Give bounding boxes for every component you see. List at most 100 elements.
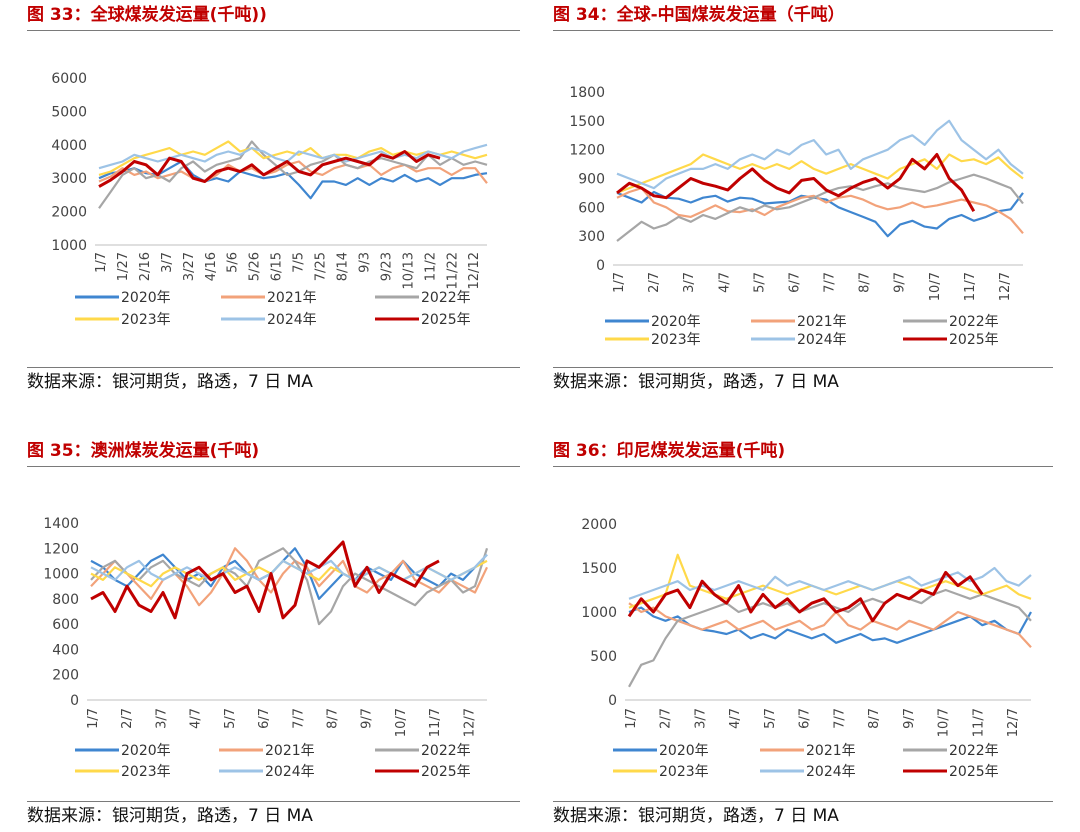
- y-tick-label: 1000: [51, 238, 87, 254]
- y-tick-label: 6000: [51, 71, 87, 87]
- y-tick-label: 1200: [43, 541, 79, 557]
- series-line-2025: [98, 150, 441, 188]
- x-tick-label: 12/7: [1006, 708, 1021, 737]
- panel-fig33: 图 33：全球煤炭发运量(千吨)) 1000 2000 3000 4000 5000 60…: [27, 0, 520, 400]
- x-tick-label: 7/7: [823, 272, 838, 293]
- x-tick-label: 2/7: [120, 708, 135, 729]
- panel-fig34: 图 34：全球-中国煤炭发运量（千吨） 0 300 600 900 1200 1500 18…: [553, 0, 1053, 400]
- legend-label: 2021年: [267, 290, 317, 306]
- x-tick-label: 4/7: [189, 708, 204, 729]
- x-tick-label: 9/7: [360, 708, 375, 729]
- chart-fig34: 0 300 600 900 1200 1500 1800 1/7 2/7 3/7 4/7 5/7 6/7…: [569, 85, 1024, 348]
- series-line-2025: [90, 540, 440, 620]
- x-tick-label: 9/3: [357, 252, 372, 273]
- series-line-2021: [98, 160, 488, 184]
- panel-fig36: 图 36：印尼煤炭发运量(千吨) 0 500 1000 1500 2000 1/7 2/7 3…: [553, 436, 1053, 832]
- y-tick-label: 900: [578, 172, 605, 188]
- x-tick-label: 10/7: [928, 272, 943, 301]
- x-tick-label: 5/7: [223, 708, 238, 729]
- y-tick-label: 0: [70, 693, 79, 709]
- panel-fig35: 图 35：澳洲煤炭发运量(千吨) 0 200 400 600 800 1000 1200 14…: [27, 436, 520, 832]
- x-tick-label: 1/7: [624, 708, 639, 729]
- y-tick-label: 1200: [569, 143, 605, 159]
- x-tick-label: 8/7: [325, 708, 340, 729]
- x-tick-label: 2/16: [138, 252, 153, 281]
- chart-title: 图 33：全球煤炭发运量(千吨)): [27, 0, 520, 31]
- y-tick-label: 4000: [51, 138, 87, 154]
- legend-label: 2023年: [121, 764, 171, 780]
- series-line-2022: [90, 547, 489, 626]
- x-tick-label: 5/7: [752, 272, 767, 293]
- x-tick-label: 1/7: [86, 708, 101, 729]
- chart-title: 图 35：澳洲煤炭发运量(千吨): [27, 436, 520, 467]
- series-line-2021: [90, 547, 488, 607]
- legend-label: 2021年: [806, 743, 856, 759]
- legend-label: 2025年: [421, 312, 471, 328]
- chart-fig36: 0 500 1000 1500 2000 1/7 2/7 3/7 4/7 5/7 6/7 7/7 8/7…: [581, 517, 1032, 780]
- y-tick-label: 0: [608, 693, 617, 709]
- series-line-2022: [616, 173, 1024, 242]
- x-tick-label: 9/23: [379, 252, 394, 281]
- series-line-2024: [628, 566, 1032, 600]
- x-tick-label: 11/2: [423, 252, 438, 281]
- legend-label: 2024年: [797, 332, 847, 348]
- y-tick-label: 1400: [43, 516, 79, 532]
- x-tick-label: 9/7: [893, 272, 908, 293]
- x-tick-label: 3/27: [182, 252, 197, 281]
- y-tick-label: 1500: [581, 561, 617, 577]
- chart-title: 图 36：印尼煤炭发运量(千吨): [553, 436, 1053, 467]
- legend-label: 2023年: [659, 764, 709, 780]
- y-tick-label: 500: [590, 649, 617, 665]
- y-tick-label: 5000: [51, 104, 87, 120]
- y-tick-label: 300: [578, 229, 605, 245]
- y-tick-label: 200: [52, 668, 79, 684]
- x-tick-label: 6/7: [798, 708, 813, 729]
- series-line-2025: [616, 153, 976, 212]
- series-line-2022: [98, 140, 488, 209]
- x-tick-label: 12/7: [462, 708, 477, 737]
- x-tick-label: 3/7: [154, 708, 169, 729]
- legend-label: 2024年: [265, 764, 315, 780]
- x-tick-label: 12/12: [467, 252, 482, 289]
- legend-label: 2020年: [651, 314, 701, 330]
- source-note: 数据来源：银河期货，路透，7 日 MA: [553, 367, 1053, 396]
- series-line-2024: [616, 119, 1024, 190]
- chart-title: 图 34：全球-中国煤炭发运量（千吨）: [553, 0, 1053, 31]
- series-line-2021: [628, 602, 1032, 648]
- x-tick-label: 1/27: [116, 252, 131, 281]
- y-tick-label: 400: [52, 642, 79, 658]
- x-tick-label: 6/7: [257, 708, 272, 729]
- x-tick-label: 4/16: [204, 252, 219, 281]
- x-tick-label: 3/7: [160, 252, 175, 273]
- source-note: 数据来源：银河期货，路透，7 日 MA: [27, 801, 520, 830]
- legend-label: 2025年: [421, 764, 471, 780]
- x-tick-label: 11/7: [971, 708, 986, 737]
- x-tick-label: 10/7: [394, 708, 409, 737]
- series-line-2020: [98, 160, 488, 200]
- legend-label: 2022年: [949, 314, 999, 330]
- x-tick-label: 9/7: [902, 708, 917, 729]
- series-line-2021: [616, 187, 1024, 235]
- x-tick-label: 3/7: [693, 708, 708, 729]
- y-tick-label: 600: [52, 617, 79, 633]
- legend-label: 2024年: [267, 312, 317, 328]
- x-tick-label: 7/7: [291, 708, 306, 729]
- legend-label: 2021年: [265, 743, 315, 759]
- legend-label: 2023年: [651, 332, 701, 348]
- y-tick-label: 1800: [569, 85, 605, 101]
- x-tick-label: 6/15: [270, 252, 285, 281]
- x-tick-label: 1/7: [94, 252, 109, 273]
- series-line-2024: [90, 553, 488, 582]
- legend-label: 2023年: [121, 312, 171, 328]
- x-tick-label: 5/6: [226, 252, 241, 273]
- legend-label: 2020年: [659, 743, 709, 759]
- legend-label: 2020年: [121, 743, 171, 759]
- x-tick-label: 1/7: [612, 272, 627, 293]
- x-tick-label: 6/7: [787, 272, 802, 293]
- legend-label: 2022年: [949, 743, 999, 759]
- x-tick-label: 11/7: [428, 708, 443, 737]
- x-tick-label: 7/5: [292, 252, 307, 273]
- x-tick-label: 8/7: [858, 272, 873, 293]
- legend-label: 2025年: [949, 332, 999, 348]
- x-tick-label: 5/26: [248, 252, 263, 281]
